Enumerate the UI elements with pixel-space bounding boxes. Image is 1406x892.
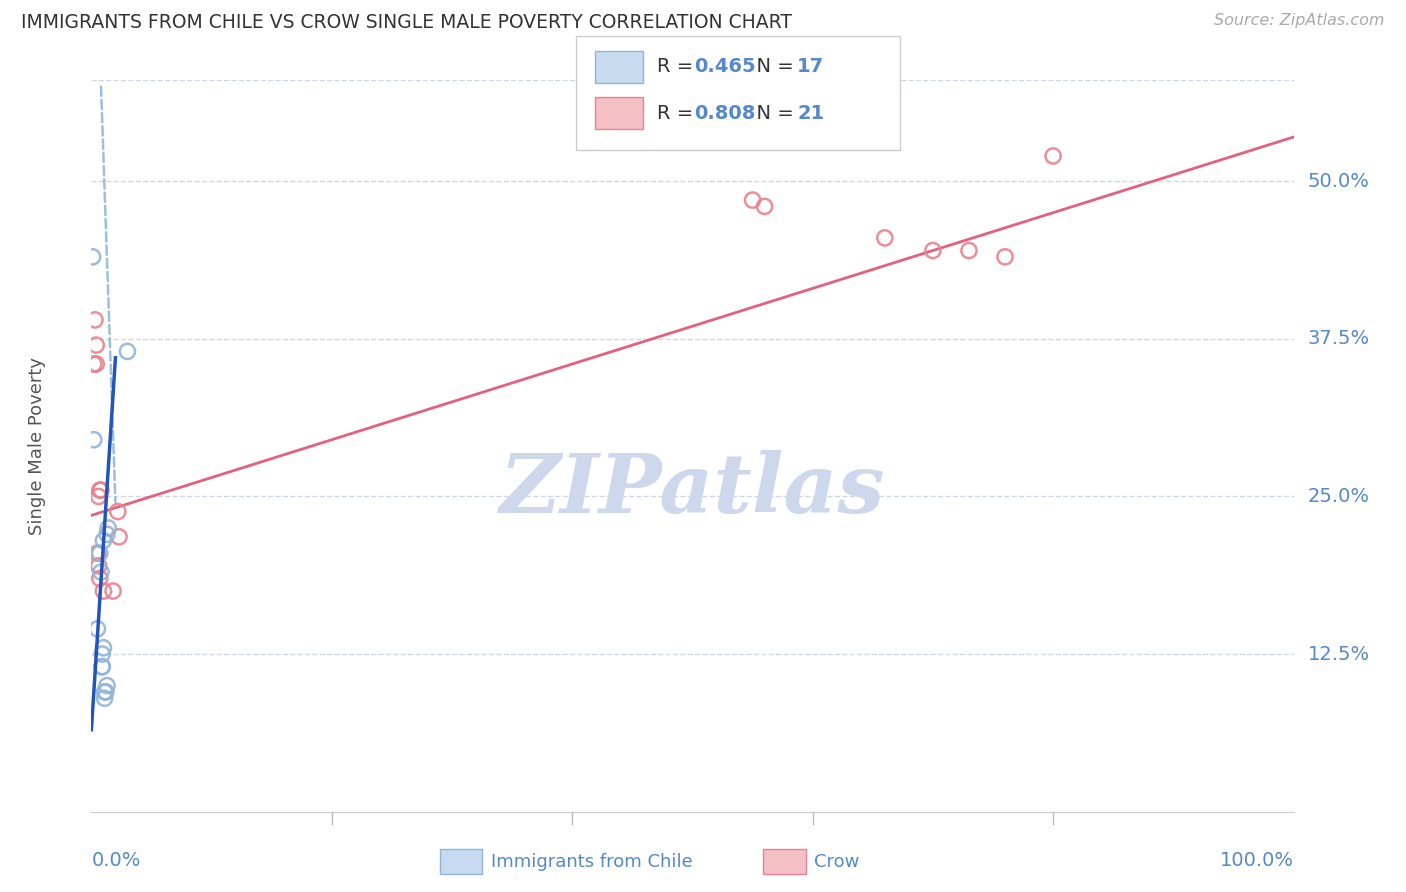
Point xyxy=(93,533,115,548)
Point xyxy=(957,244,980,258)
Point xyxy=(117,344,139,359)
Text: IMMIGRANTS FROM CHILE VS CROW SINGLE MALE POVERTY CORRELATION CHART: IMMIGRANTS FROM CHILE VS CROW SINGLE MAL… xyxy=(21,13,792,32)
Point xyxy=(86,546,108,560)
Text: 17: 17 xyxy=(797,57,824,77)
Point xyxy=(108,530,131,544)
Point xyxy=(87,558,110,573)
Point xyxy=(84,338,107,352)
Text: 0.0%: 0.0% xyxy=(91,851,141,870)
Point xyxy=(107,505,129,519)
Text: 25.0%: 25.0% xyxy=(1308,487,1369,506)
Point xyxy=(94,685,117,699)
Text: Immigrants from Chile: Immigrants from Chile xyxy=(491,853,692,871)
Text: R =: R = xyxy=(657,103,699,123)
Point xyxy=(91,659,114,673)
Point xyxy=(90,565,112,579)
Point xyxy=(754,199,776,213)
Text: R =: R = xyxy=(657,57,699,77)
Point xyxy=(84,357,107,371)
Point xyxy=(922,244,945,258)
Point xyxy=(82,250,104,264)
Text: Crow: Crow xyxy=(814,853,859,871)
Point xyxy=(93,640,115,655)
Point xyxy=(93,584,115,599)
Point xyxy=(91,647,114,661)
Text: 12.5%: 12.5% xyxy=(1308,645,1369,664)
Point xyxy=(89,571,111,585)
Text: N =: N = xyxy=(744,103,800,123)
Point xyxy=(84,313,107,327)
Text: 50.0%: 50.0% xyxy=(1308,171,1369,191)
Point xyxy=(101,584,124,599)
Point xyxy=(91,659,114,673)
Text: N =: N = xyxy=(744,57,800,77)
Point xyxy=(1042,149,1064,163)
Text: Source: ZipAtlas.com: Source: ZipAtlas.com xyxy=(1215,13,1385,29)
Text: Single Male Poverty: Single Male Poverty xyxy=(28,357,46,535)
Text: 21: 21 xyxy=(797,103,824,123)
Point xyxy=(86,622,108,636)
Point xyxy=(87,490,110,504)
Text: ZIPatlas: ZIPatlas xyxy=(499,450,886,530)
Point xyxy=(97,521,120,535)
Point xyxy=(873,231,896,245)
Text: 0.465: 0.465 xyxy=(695,57,756,77)
Point xyxy=(96,679,118,693)
Point xyxy=(93,685,115,699)
Point xyxy=(83,357,105,371)
Point xyxy=(90,483,112,497)
Text: 100.0%: 100.0% xyxy=(1219,851,1294,870)
Point xyxy=(994,250,1017,264)
Point xyxy=(96,527,118,541)
Text: 0.808: 0.808 xyxy=(695,103,756,123)
Point xyxy=(89,546,111,560)
Text: 37.5%: 37.5% xyxy=(1308,329,1369,348)
Point xyxy=(93,691,115,706)
Point xyxy=(89,483,111,497)
Point xyxy=(83,433,105,447)
Point xyxy=(741,193,763,207)
